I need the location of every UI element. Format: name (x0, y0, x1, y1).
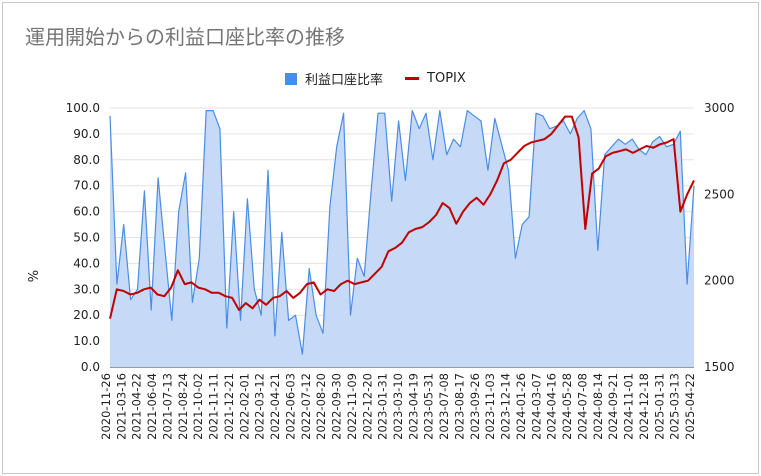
x-tick-label: 2021-10-02 (191, 373, 205, 440)
legend: 利益口座比率 TOPIX (285, 69, 488, 88)
x-tick-label: 2020-11-26 (99, 373, 113, 440)
x-tick-label: 2023-05-31 (422, 373, 436, 440)
x-tick-label: 2023-11-03 (483, 373, 497, 440)
x-tick-label: 2025-01-31 (652, 373, 666, 440)
x-tick-label: 2021-07-13 (160, 373, 174, 440)
y-left-tick-label: 40.0 (73, 256, 100, 270)
y-right-tick-label: 2000 (704, 274, 735, 288)
y-left-tick-label: 10.0 (73, 334, 100, 348)
x-tick-label: 2022-03-12 (253, 373, 267, 440)
x-tick-label: 2024-11-01 (622, 373, 636, 440)
x-tick-label: 2022-09-30 (330, 373, 344, 440)
x-tick-label: 2022-07-12 (299, 373, 313, 440)
x-tick-label: 2024-03-07 (529, 373, 543, 440)
x-tick-label: 2023-09-26 (468, 373, 482, 440)
x-tick-label: 2022-12-20 (360, 373, 374, 440)
x-tick-label: 2023-08-17 (452, 373, 466, 440)
chart-title: 運用開始からの利益口座比率の推移 (25, 25, 345, 49)
x-tick-label: 2024-08-14 (591, 373, 605, 440)
x-tick-label: 2024-12-18 (637, 373, 651, 440)
y-left-tick-label: 0.0 (81, 360, 100, 374)
y-left-tick-label: 30.0 (73, 282, 100, 296)
x-tick-label: 2021-04-22 (130, 373, 144, 440)
x-tick-label: 2023-12-14 (499, 373, 513, 440)
y-left-tick-label: 70.0 (73, 179, 100, 193)
legend-item-ratio: 利益口座比率 (285, 69, 383, 88)
x-tick-label: 2022-08-20 (314, 373, 328, 440)
y-left-tick-label: 60.0 (73, 205, 100, 219)
legend-label-topix: TOPIX (427, 71, 466, 86)
x-tick-label: 2024-05-28 (560, 373, 574, 440)
x-tick-label: 2022-06-03 (283, 373, 297, 440)
y-right-tick-label: 1500 (704, 360, 735, 374)
legend-swatch-topix (405, 77, 420, 80)
y-left-tick-label: 80.0 (73, 153, 100, 167)
x-tick-label: 2022-11-09 (345, 373, 359, 440)
x-tick-label: 2024-01-26 (514, 373, 528, 440)
x-tick-label: 2023-04-19 (406, 373, 420, 440)
x-tick-label: 2021-06-04 (145, 373, 159, 440)
x-tick-label: 2024-07-08 (575, 373, 589, 440)
y-right-tick-label: 2500 (704, 187, 735, 201)
y-right-tick-label: 3000 (704, 101, 735, 115)
x-tick-label: 2025-03-13 (668, 373, 682, 440)
x-tick-label: 2021-12-21 (222, 373, 236, 440)
series-line-topix (109, 115, 695, 319)
x-tick-label: 2023-01-31 (376, 373, 390, 440)
y-left-axis-label: % (27, 270, 42, 282)
legend-label-ratio: 利益口座比率 (305, 73, 384, 88)
x-tick-label: 2024-04-16 (545, 373, 559, 440)
legend-item-topix: TOPIX (405, 71, 466, 86)
legend-swatch-ratio (285, 72, 297, 85)
x-tick-label: 2025-04-22 (683, 373, 697, 440)
x-tick-label: 2023-03-10 (391, 373, 405, 440)
x-tick-label: 2021-08-24 (176, 373, 190, 440)
y-left-tick-label: 100.0 (66, 101, 100, 115)
x-tick-label: 2024-09-21 (606, 373, 620, 440)
x-tick-label: 2023-07-08 (437, 373, 451, 440)
y-left-tick-label: 50.0 (73, 231, 100, 245)
y-left-tick-label: 90.0 (73, 127, 100, 141)
x-tick-label: 2021-11-11 (207, 373, 221, 440)
x-tick-label: 2021-03-16 (114, 373, 128, 440)
y-left-tick-label: 20.0 (73, 308, 100, 322)
series-line-ratio (109, 109, 695, 355)
x-tick-label: 2022-02-01 (237, 373, 251, 440)
x-tick-label: 2022-04-21 (268, 373, 282, 440)
